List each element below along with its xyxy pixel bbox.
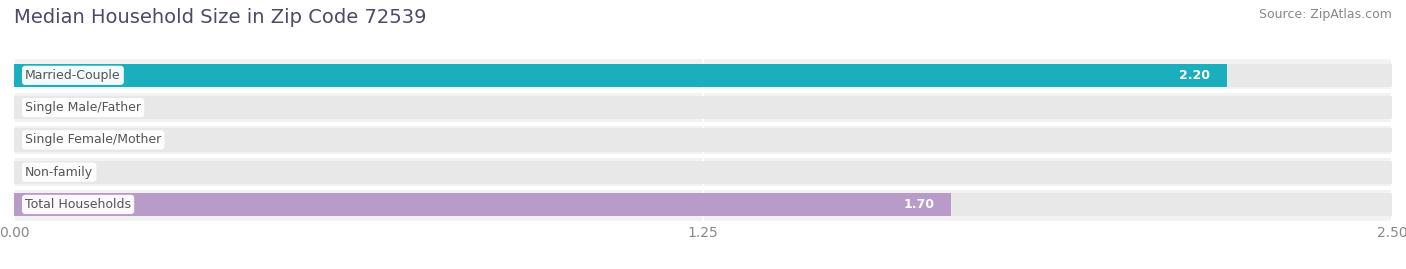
Text: 0.00: 0.00 (48, 133, 75, 146)
Bar (14, 59, 1392, 91)
Bar (14, 188, 1392, 221)
Text: 0.00: 0.00 (48, 101, 75, 114)
Text: Non-family: Non-family (25, 166, 93, 179)
Text: Source: ZipAtlas.com: Source: ZipAtlas.com (1258, 8, 1392, 21)
Text: 0.00: 0.00 (48, 166, 75, 179)
Text: Single Female/Mother: Single Female/Mother (25, 133, 162, 146)
Text: Single Male/Father: Single Male/Father (25, 101, 141, 114)
Bar (14, 64, 1392, 87)
Bar (14, 91, 1392, 124)
Bar (14, 156, 1392, 188)
Bar (14, 128, 1392, 151)
Bar (14, 193, 950, 216)
Text: 2.20: 2.20 (1180, 69, 1211, 82)
Text: 1.70: 1.70 (904, 198, 935, 211)
Text: Married-Couple: Married-Couple (25, 69, 121, 82)
Bar (14, 64, 1226, 87)
Text: Total Households: Total Households (25, 198, 131, 211)
Bar (14, 96, 1392, 119)
Bar (14, 124, 1392, 156)
Bar (14, 193, 1392, 216)
Text: Median Household Size in Zip Code 72539: Median Household Size in Zip Code 72539 (14, 8, 426, 27)
Bar (14, 161, 1392, 184)
